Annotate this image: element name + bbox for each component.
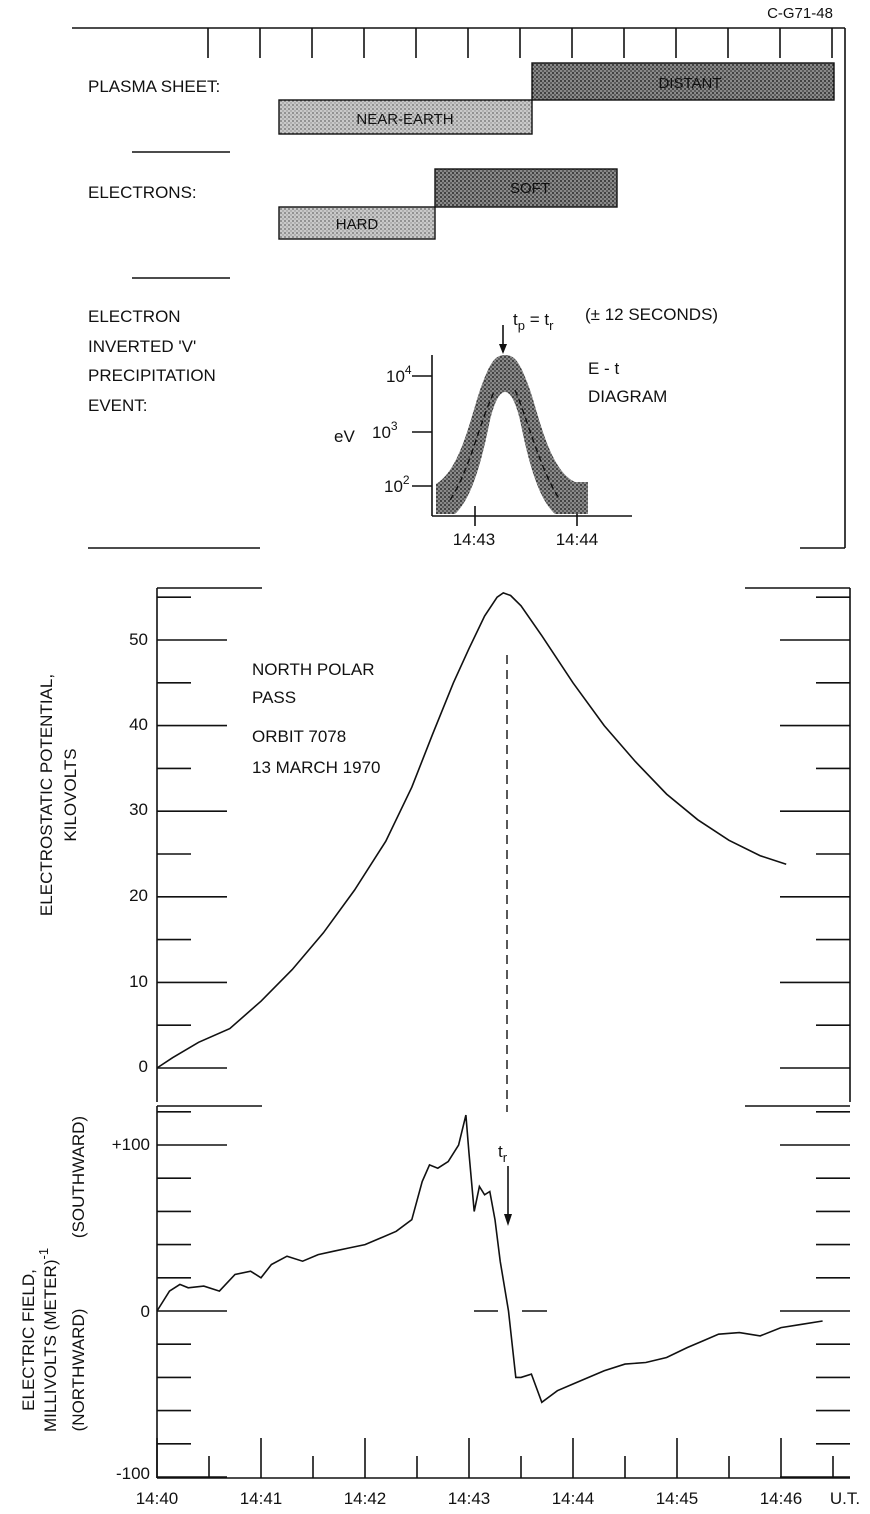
et-xtick-1443: 14:43 xyxy=(453,530,496,549)
et-xtick-1444: 14:44 xyxy=(556,530,599,549)
annotation-line-1: NORTH POLAR xyxy=(252,660,375,679)
inverted-v-dashes xyxy=(449,389,561,501)
annotation-line-3: ORBIT 7078 xyxy=(252,727,346,746)
pot-ytick-50: 50 xyxy=(129,630,148,649)
field-curve xyxy=(156,1114,823,1404)
event-line-1: ELECTRON xyxy=(88,307,181,326)
inverted-v-band xyxy=(436,355,588,514)
tp-label: tp = tr xyxy=(513,310,554,333)
field-ytick-0: 0 xyxy=(141,1302,150,1321)
et-ytick-4: 104 xyxy=(386,363,412,386)
electrons-label: ELECTRONS: xyxy=(88,183,197,202)
et-ytick-3: 103 xyxy=(372,419,398,442)
event-line-4: EVENT: xyxy=(88,396,148,415)
x-axis-unit: U.T. xyxy=(830,1489,860,1508)
pot-ytick-40: 40 xyxy=(129,715,148,734)
potential-ylabel-1: ELECTROSTATIC POTENTIAL, xyxy=(37,674,56,916)
x-tick-label: 14:44 xyxy=(552,1489,595,1508)
tp-arrowhead xyxy=(499,344,507,354)
field-ytick-minus100: -100 xyxy=(116,1464,150,1483)
pot-ytick-0: 0 xyxy=(139,1057,148,1076)
distant-label: DISTANT xyxy=(658,75,721,92)
pot-ytick-10: 10 xyxy=(129,972,148,991)
field-panel: -100 0 +100 ELECTRIC FIELD, MILLIVOLTS (… xyxy=(19,1105,860,1508)
pot-ytick-30: 30 xyxy=(129,800,148,819)
field-yticks: -100 0 +100 xyxy=(112,1135,150,1483)
soft-label: SOFT xyxy=(510,180,550,197)
x-tick-label: 14:43 xyxy=(448,1489,491,1508)
et-ytick-2: 102 xyxy=(384,473,410,496)
potential-curve xyxy=(156,592,787,1069)
distant-bar xyxy=(531,62,835,101)
x-tick-label: 14:45 xyxy=(656,1489,699,1508)
potential-yticks: 0 10 20 30 40 50 xyxy=(129,630,148,1076)
pass-annotation: NORTH POLAR PASS ORBIT 7078 13 MARCH 197… xyxy=(252,660,381,777)
tr-arrowhead xyxy=(504,1214,512,1226)
figure-id: C-G71-48 xyxy=(767,5,833,22)
top-panel: PLASMA SHEET: NEAR-EARTH DISTANT ELECTRO… xyxy=(72,27,846,549)
x-tick-label: 14:41 xyxy=(240,1489,283,1508)
event-line-3: PRECIPITATION xyxy=(88,366,216,385)
near-earth-label: NEAR-EARTH xyxy=(356,111,453,128)
event-label: ELECTRON INVERTED 'V' PRECIPITATION EVEN… xyxy=(88,307,216,415)
tp-note: (± 12 SECONDS) xyxy=(585,305,718,324)
field-ytick-plus100: +100 xyxy=(112,1135,150,1154)
hard-label: HARD xyxy=(336,216,379,233)
annotation-line-2: PASS xyxy=(252,688,296,707)
hard-bar xyxy=(278,206,436,240)
et-inset: tp = tr (± 12 SECONDS) E - t DIAGRAM eV … xyxy=(334,305,718,549)
et-title-2: DIAGRAM xyxy=(588,387,667,406)
annotation-line-4: 13 MARCH 1970 xyxy=(252,758,381,777)
potential-panel: 0 10 20 30 40 50 ELECTROSTATIC POTENTIAL… xyxy=(37,587,851,1112)
soft-bar xyxy=(434,168,618,208)
potential-ylabel-2: KILOVOLTS xyxy=(61,748,80,841)
x-tick-label: 14:40 xyxy=(136,1489,179,1508)
et-ylabel: eV xyxy=(334,427,355,446)
field-ylabel-1: ELECTRIC FIELD, xyxy=(19,1269,38,1411)
et-title-1: E - t xyxy=(588,359,619,378)
field-ylabel-2: MILLIVOLTS (METER)-1 xyxy=(36,1248,60,1432)
top-time-ticks xyxy=(207,28,833,58)
field-ylabel-south: (SOUTHWARD) xyxy=(69,1116,88,1238)
x-tick-label: 14:46 xyxy=(760,1489,803,1508)
field-ylabel-north: (NORTHWARD) xyxy=(69,1309,88,1432)
near-earth-bar xyxy=(278,99,533,135)
pot-ytick-20: 20 xyxy=(129,886,148,905)
event-line-2: INVERTED 'V' xyxy=(88,337,196,356)
tr-label: tr xyxy=(498,1142,508,1165)
x-tick-label: 14:42 xyxy=(344,1489,387,1508)
plasma-sheet-label: PLASMA SHEET: xyxy=(88,77,220,96)
